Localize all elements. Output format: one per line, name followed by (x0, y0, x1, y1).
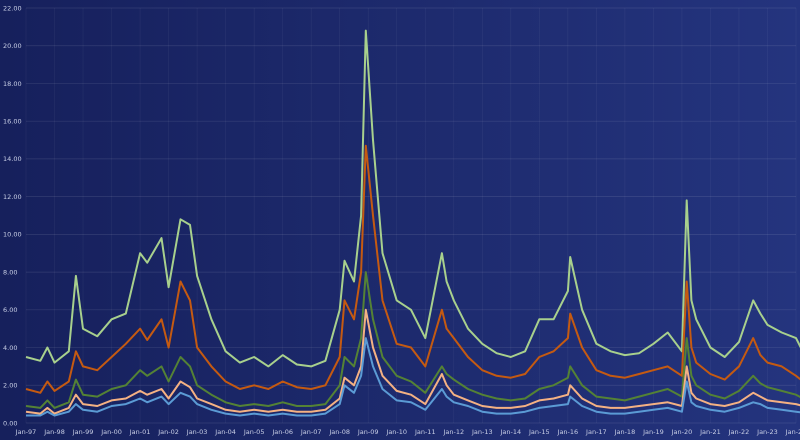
x-tick-label: Jan-19 (642, 428, 664, 436)
x-tick-label: Jan-06 (271, 428, 293, 436)
x-tick-label: Jan-15 (528, 428, 550, 436)
y-tick-label: 10.00 (3, 231, 22, 239)
x-tick-label: Jan-08 (328, 428, 350, 436)
x-tick-label: Jan-05 (243, 428, 265, 436)
x-tick-label: Jan-98 (43, 428, 65, 436)
x-tick-label: Jan-16 (557, 428, 579, 436)
y-tick-label: 12.00 (3, 193, 22, 201)
y-tick-label: 18.00 (3, 80, 22, 88)
x-tick-label: Jan-01 (129, 428, 151, 436)
series-line-1 (25, 29, 800, 368)
x-tick-label: Jan-07 (300, 428, 322, 436)
series-lines (25, 29, 800, 417)
x-tick-label: Jan-00 (100, 428, 122, 436)
x-tick-label: Jan-14 (499, 428, 521, 436)
x-tick-label: Jan-99 (72, 428, 94, 436)
y-tick-label: 16.00 (3, 117, 22, 125)
x-tick-label: Jan-12 (442, 428, 464, 436)
y-tick-label: 0.00 (3, 419, 17, 427)
y-tick-label: 22.00 (3, 4, 22, 12)
x-tick-label: Jan-20 (671, 428, 693, 436)
y-tick-label: 2.00 (3, 382, 17, 390)
x-tick-label: Jan-13 (471, 428, 493, 436)
x-tick-label: Jan-23 (756, 428, 778, 436)
x-tick-label: Jan-17 (585, 428, 607, 436)
gridlines (25, 7, 797, 424)
y-axis-ticks: 0.00 2.00 4.00 6.00 8.00 10.00 12.00 14.00 16.00… (3, 4, 22, 427)
x-tick-label: Jan-02 (157, 428, 179, 436)
x-tick-label: Jan-10 (385, 428, 407, 436)
y-tick-label: 4.00 (3, 344, 17, 352)
x-tick-label: Jan-09 (357, 428, 379, 436)
x-tick-label: Jan-11 (414, 428, 436, 436)
x-tick-label: Jan-22 (728, 428, 750, 436)
y-tick-label: 14.00 (3, 155, 22, 163)
x-tick-label: Jan-03 (186, 428, 208, 436)
x-tick-label: Jan-21 (699, 428, 721, 436)
series-line-5 (26, 337, 800, 417)
y-tick-label: 8.00 (3, 268, 17, 276)
x-tick-label: Jan-04 (214, 428, 236, 436)
x-tick-label: Jan-97 (15, 428, 37, 436)
x-tick-label: Jan-18 (614, 428, 636, 436)
series-line-3 (25, 271, 800, 409)
x-axis-ticks: Jan-97 Jan-98 Jan-99 Jan-00 Jan-01 Jan-02 Jan-… (15, 428, 800, 436)
y-tick-label: 20.00 (3, 42, 22, 50)
series-line-4 (25, 308, 800, 415)
series-line-2 (25, 144, 800, 394)
x-tick-label: Jan-24 (785, 428, 800, 436)
y-tick-label: 6.00 (3, 306, 17, 314)
